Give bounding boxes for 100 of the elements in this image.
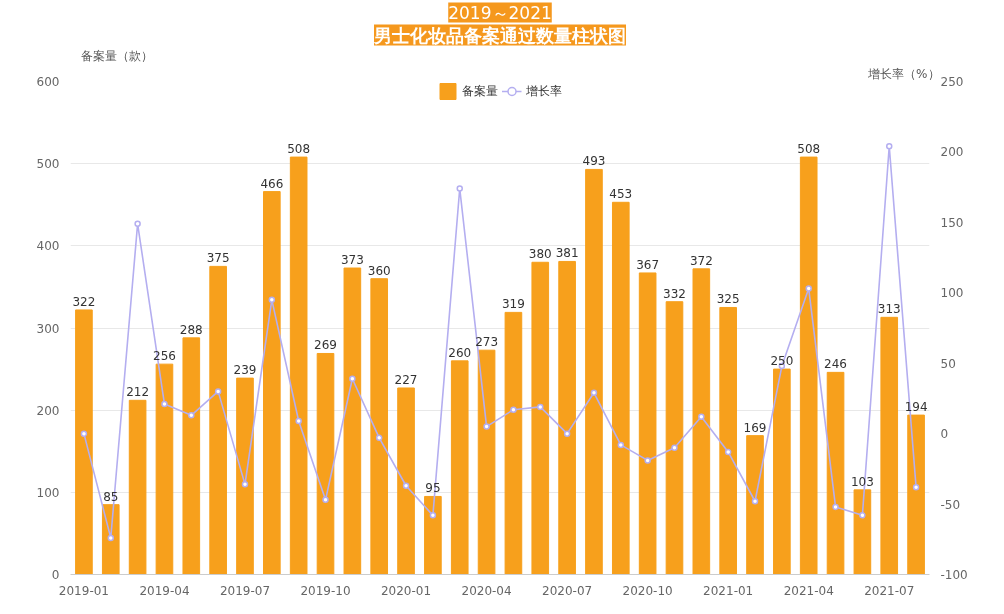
data-label: 332 <box>663 286 686 301</box>
point <box>268 296 276 304</box>
bar <box>611 201 630 575</box>
x-tick-label: 2021-01 <box>703 583 754 598</box>
data-label: 260 <box>448 345 472 360</box>
data-label: 381 <box>555 246 579 261</box>
bar <box>719 306 737 575</box>
y-tick-label: 600 <box>36 75 60 89</box>
point <box>134 220 141 228</box>
bar <box>531 261 550 575</box>
x-tick-label: 2019-07 <box>219 583 271 598</box>
data-label: 372 <box>689 253 713 268</box>
point <box>832 503 839 511</box>
bar <box>558 260 576 575</box>
data-label: 85 <box>103 489 119 504</box>
y-tick-label: 100 <box>36 485 60 500</box>
bar <box>209 265 227 575</box>
x-tick-label: 2020-04 <box>461 583 512 598</box>
bar <box>75 309 93 575</box>
point <box>590 389 598 397</box>
point <box>510 406 517 413</box>
point <box>912 483 920 491</box>
bar <box>477 349 496 575</box>
point <box>724 448 732 456</box>
data-label: 466 <box>260 176 284 191</box>
y2-tick-label: 250 <box>940 75 964 89</box>
point <box>537 403 544 411</box>
bar <box>343 267 362 575</box>
bar <box>504 311 523 575</box>
y2-tick-label: -100 <box>940 568 968 582</box>
point <box>885 143 893 150</box>
bar <box>182 337 201 575</box>
bar <box>907 414 925 575</box>
data-label: 169 <box>743 420 767 435</box>
x-tick-label: 2021-07 <box>864 583 915 598</box>
chart-subtitle: 2019～2021 <box>448 2 552 23</box>
point <box>375 434 383 442</box>
data-label: 508 <box>797 142 821 157</box>
bar <box>289 156 308 575</box>
y2-tick-label: 200 <box>940 145 964 160</box>
data-label: 322 <box>72 294 96 309</box>
y-tick-label: 300 <box>36 321 60 336</box>
bar <box>397 387 415 575</box>
data-label: 373 <box>340 253 364 268</box>
data-label: 269 <box>314 338 337 353</box>
point <box>429 512 437 519</box>
data-label: 256 <box>153 349 176 364</box>
point <box>805 285 812 292</box>
data-label: 194 <box>904 400 928 415</box>
data-label: 95 <box>425 481 441 496</box>
point <box>751 498 759 505</box>
bar <box>585 168 603 575</box>
point <box>859 512 866 519</box>
data-label: 273 <box>475 335 499 350</box>
y-tick-label: 0 <box>51 568 60 582</box>
data-label: 250 <box>770 354 794 369</box>
y2-tick-label: -50 <box>940 497 961 512</box>
point <box>188 412 195 419</box>
x-tick-label: 2020-10 <box>622 583 673 598</box>
data-label: 103 <box>850 474 874 489</box>
x-tick-label: 2021-04 <box>783 583 834 598</box>
point <box>80 430 88 437</box>
bar <box>155 363 174 575</box>
bar <box>853 489 872 575</box>
point <box>483 423 490 430</box>
bar <box>128 399 147 575</box>
data-label: 367 <box>636 257 660 272</box>
y2-tick-label: 50 <box>940 356 956 371</box>
data-label: 246 <box>824 357 847 372</box>
point <box>349 375 356 382</box>
x-tick-label: 2019-01 <box>58 583 109 598</box>
data-label: 288 <box>179 322 203 337</box>
y-tick-label: 200 <box>36 403 60 418</box>
point <box>671 444 678 451</box>
bar <box>316 352 335 575</box>
bar <box>370 278 389 575</box>
y2-tick-label: 100 <box>940 286 964 301</box>
bar <box>826 371 845 575</box>
y2-tick-label: 150 <box>940 215 964 230</box>
bar <box>799 156 818 575</box>
bar <box>773 368 791 575</box>
x-tick-label: 2020-07 <box>542 583 593 598</box>
bar <box>236 377 254 575</box>
data-label: 508 <box>287 142 311 157</box>
bar <box>263 191 281 575</box>
data-label: 375 <box>206 251 230 266</box>
x-tick-label: 2020-01 <box>380 583 432 598</box>
data-label: 493 <box>582 154 606 169</box>
bar <box>880 316 899 575</box>
bar <box>692 268 711 575</box>
bar <box>424 495 442 575</box>
point <box>563 430 571 437</box>
bar <box>665 301 684 575</box>
y-axis-title: 备案量（款） <box>80 48 153 63</box>
data-label: 239 <box>233 363 257 378</box>
point <box>295 417 302 425</box>
legend-label: 增长率 <box>526 82 562 100</box>
point <box>107 534 115 542</box>
point <box>241 481 249 488</box>
point <box>617 441 625 449</box>
